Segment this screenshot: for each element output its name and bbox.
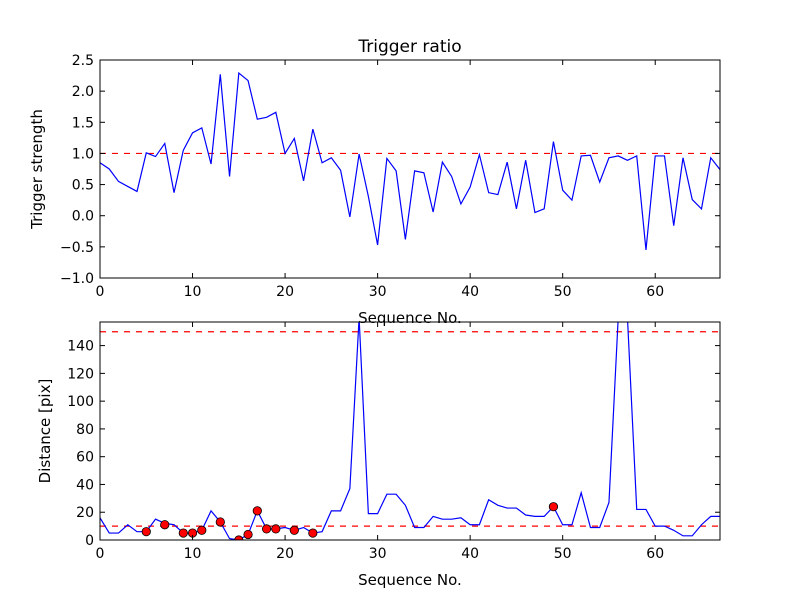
- y-tick-label: 0.5: [72, 178, 94, 194]
- x-tick-label: 40: [461, 546, 479, 562]
- x-tick-label: 10: [184, 546, 202, 562]
- x-tick-label: 60: [646, 546, 664, 562]
- y-tick-label: 20: [76, 505, 94, 521]
- x-tick-label: 50: [554, 284, 572, 300]
- x-tick-label: 30: [369, 284, 387, 300]
- axes-frame: [99, 321, 721, 541]
- y-tick-label: −0.5: [60, 240, 94, 256]
- data-point-marker: [261, 524, 272, 534]
- series-line: [100, 71, 720, 251]
- ticks: 0 10 20 30 40 50 60 −1.0 −0.5 0.0 0.5 1.0 1.5 2.0 2.5: [60, 53, 720, 300]
- axes-frame: [99, 59, 721, 279]
- y-tick-label: 0: [85, 533, 94, 549]
- y-tick-label: 0.0: [72, 209, 94, 225]
- x-tick-label: 20: [276, 546, 294, 562]
- data-point-marker: [271, 524, 281, 534]
- y-tick-label: 2.5: [72, 53, 94, 69]
- y-tick-label: −1.0: [60, 271, 94, 287]
- data-point-marker: [548, 502, 559, 512]
- y-tick-label: 100: [67, 394, 94, 410]
- y-tick-label: 60: [76, 450, 94, 466]
- data-point-marker: [197, 525, 207, 535]
- x-tick-label: 0: [96, 546, 105, 562]
- x-tick-label: 30: [369, 546, 387, 562]
- x-tick-label: 40: [461, 284, 479, 300]
- data-point-marker: [243, 529, 253, 540]
- plot-area: [100, 71, 720, 251]
- y-tick-label: 40: [76, 477, 94, 493]
- plot-area: [100, 322, 720, 540]
- y-tick-label: 140: [67, 339, 94, 355]
- ticks: 0 10 20 30 40 50 60 0 20 40 60 80 100 120 140: [67, 322, 720, 562]
- data-point-marker: [289, 525, 299, 535]
- chart-title: Trigger ratio: [357, 37, 461, 57]
- y-axis-label: Distance [pix]: [36, 379, 54, 484]
- x-tick-label: 0: [96, 284, 105, 300]
- data-point-marker: [178, 528, 188, 538]
- x-axis-label: Sequence No.: [358, 309, 462, 327]
- distance-chart: 0 10 20 30 40 50 60 0 20 40 60 80 100 120 140 Sequence…: [36, 321, 721, 589]
- data-point-marker: [141, 527, 151, 537]
- x-tick-label: 20: [276, 284, 294, 300]
- x-axis-label: Sequence No.: [358, 571, 462, 589]
- y-axis-label: Trigger strength: [28, 109, 46, 230]
- x-tick-label: 10: [184, 284, 202, 300]
- data-point-marker: [160, 520, 170, 530]
- y-tick-label: 1.5: [72, 115, 94, 131]
- y-tick-label: 120: [67, 366, 94, 382]
- y-tick-label: 80: [76, 422, 94, 438]
- data-point-marker: [308, 528, 318, 538]
- y-tick-label: 1.0: [72, 146, 94, 162]
- y-tick-label: 2.0: [72, 84, 94, 100]
- x-tick-label: 60: [646, 284, 664, 300]
- trigger-ratio-chart: Trigger ratio 0 10 20 30 40 50 60 −1.0 −0.5 0.0 0.…: [28, 37, 721, 327]
- data-point-marker: [252, 506, 262, 516]
- data-point-marker: [215, 517, 225, 527]
- x-tick-label: 50: [554, 546, 572, 562]
